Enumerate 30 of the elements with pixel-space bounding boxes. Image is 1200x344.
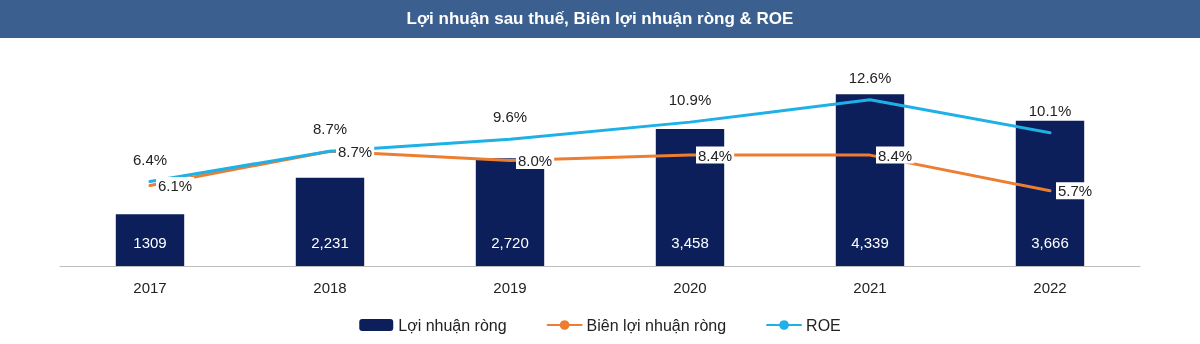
legend-label: Lợi nhuận ròng <box>398 316 507 334</box>
data-label: 6.1% <box>158 176 193 194</box>
data-label: 8.4% <box>878 146 913 164</box>
data-label: 8.0% <box>518 151 553 169</box>
data-label: 3,666 <box>1031 234 1069 251</box>
x-tick-label: 2021 <box>853 279 887 296</box>
x-tick-label: 2018 <box>313 279 347 296</box>
legend-label: ROE <box>806 316 841 334</box>
data-label: 12.6% <box>848 68 892 86</box>
chart-title: Lợi nhuận sau thuế, Biên lợi nhuận ròng & ROE <box>0 0 1200 38</box>
data-label: 1309 <box>133 234 167 251</box>
data-label: 3,458 <box>671 234 709 251</box>
x-tick-label: 2019 <box>493 279 527 296</box>
data-label: 8.7% <box>312 120 348 138</box>
data-label: 6.4% <box>132 150 168 168</box>
data-label: 4,339 <box>851 234 889 251</box>
legend-label: Biên lợi nhuận ròng <box>586 316 727 334</box>
data-label: 8.7% <box>338 142 373 160</box>
data-label: 10.9% <box>668 91 712 109</box>
x-tick-label: 2022 <box>1033 279 1067 296</box>
x-tick-label: 2017 <box>133 279 167 296</box>
data-label: 8.4% <box>698 146 733 164</box>
bar <box>115 214 185 266</box>
bar <box>295 177 365 266</box>
data-label: 5.7% <box>1058 182 1093 200</box>
x-tick-label: 2020 <box>673 279 707 296</box>
data-label: 9.6% <box>492 108 528 126</box>
data-label: 10.1% <box>1028 101 1072 119</box>
data-label: 2,720 <box>491 234 529 251</box>
data-label: 2,231 <box>311 234 349 251</box>
